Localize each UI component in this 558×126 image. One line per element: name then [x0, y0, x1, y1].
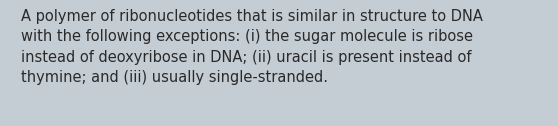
Text: A polymer of ribonucleotides that is similar in structure to DNA
with the follow: A polymer of ribonucleotides that is sim… [21, 9, 483, 85]
